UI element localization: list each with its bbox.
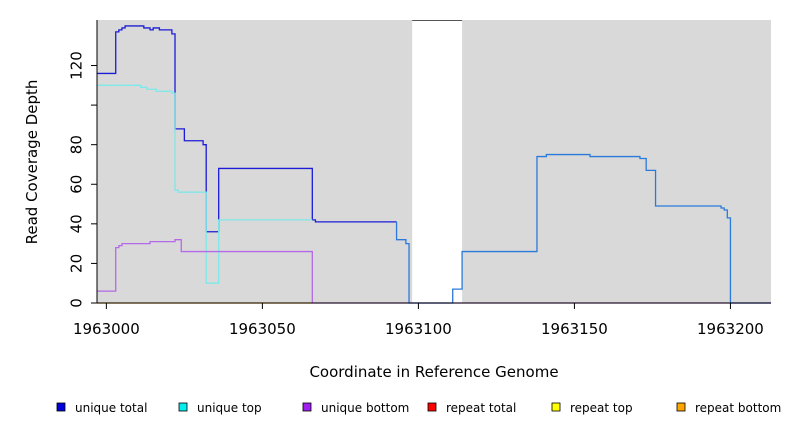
legend-item-unique-top: unique top <box>178 401 262 415</box>
y-tick-label: 0 <box>67 298 85 308</box>
y-tick-label: 20 <box>67 254 85 273</box>
legend-swatch <box>551 402 561 412</box>
legend-swatch <box>427 402 437 412</box>
legend-item-repeat-bottom: repeat bottom <box>676 401 781 415</box>
y-axis-title: Read Coverage Depth <box>23 80 41 245</box>
x-tick-label: 1963050 <box>229 320 296 338</box>
legend-item-repeat-total: repeat total <box>427 401 516 415</box>
legend-item-unique-total: unique total <box>56 401 147 415</box>
plot-background-band-0 <box>97 20 413 303</box>
x-tick-label: 1963000 <box>73 320 140 338</box>
legend-label: repeat bottom <box>695 401 781 415</box>
legend-item-repeat-top: repeat top <box>551 401 633 415</box>
legend-label: unique total <box>75 401 147 415</box>
legend-swatch <box>302 402 312 412</box>
x-tick-label: 1963200 <box>697 320 764 338</box>
legend-label: unique top <box>197 401 262 415</box>
legend-swatch <box>676 402 686 412</box>
legend-swatch <box>178 402 188 412</box>
y-tick-label: 60 <box>67 175 85 194</box>
x-tick-label: 1963100 <box>385 320 452 338</box>
y-tick-label: 120 <box>67 51 85 80</box>
axes: 0 20 40 60 80 120 1963000 1963050 1963100 1963150… <box>67 20 771 338</box>
y-tick-label: 40 <box>67 214 85 233</box>
series-line-unique-total <box>97 25 397 233</box>
plot-background-band-1 <box>462 20 771 303</box>
legend-label: unique bottom <box>321 401 409 415</box>
legend-label: repeat top <box>570 401 633 415</box>
series-line-unique-bottom <box>97 239 771 304</box>
plot-background <box>97 20 771 303</box>
legend-swatch <box>56 402 66 412</box>
x-axis-title: Coordinate in Reference Genome <box>309 363 558 381</box>
series-line-unique-top <box>97 84 313 284</box>
x-tick-label: 1963150 <box>541 320 608 338</box>
y-tick-label: 80 <box>67 135 85 154</box>
legend-item-unique-bottom: unique bottom <box>302 401 409 415</box>
legend: unique total unique top unique bottom repea… <box>56 401 781 415</box>
legend-label: repeat total <box>446 401 516 415</box>
